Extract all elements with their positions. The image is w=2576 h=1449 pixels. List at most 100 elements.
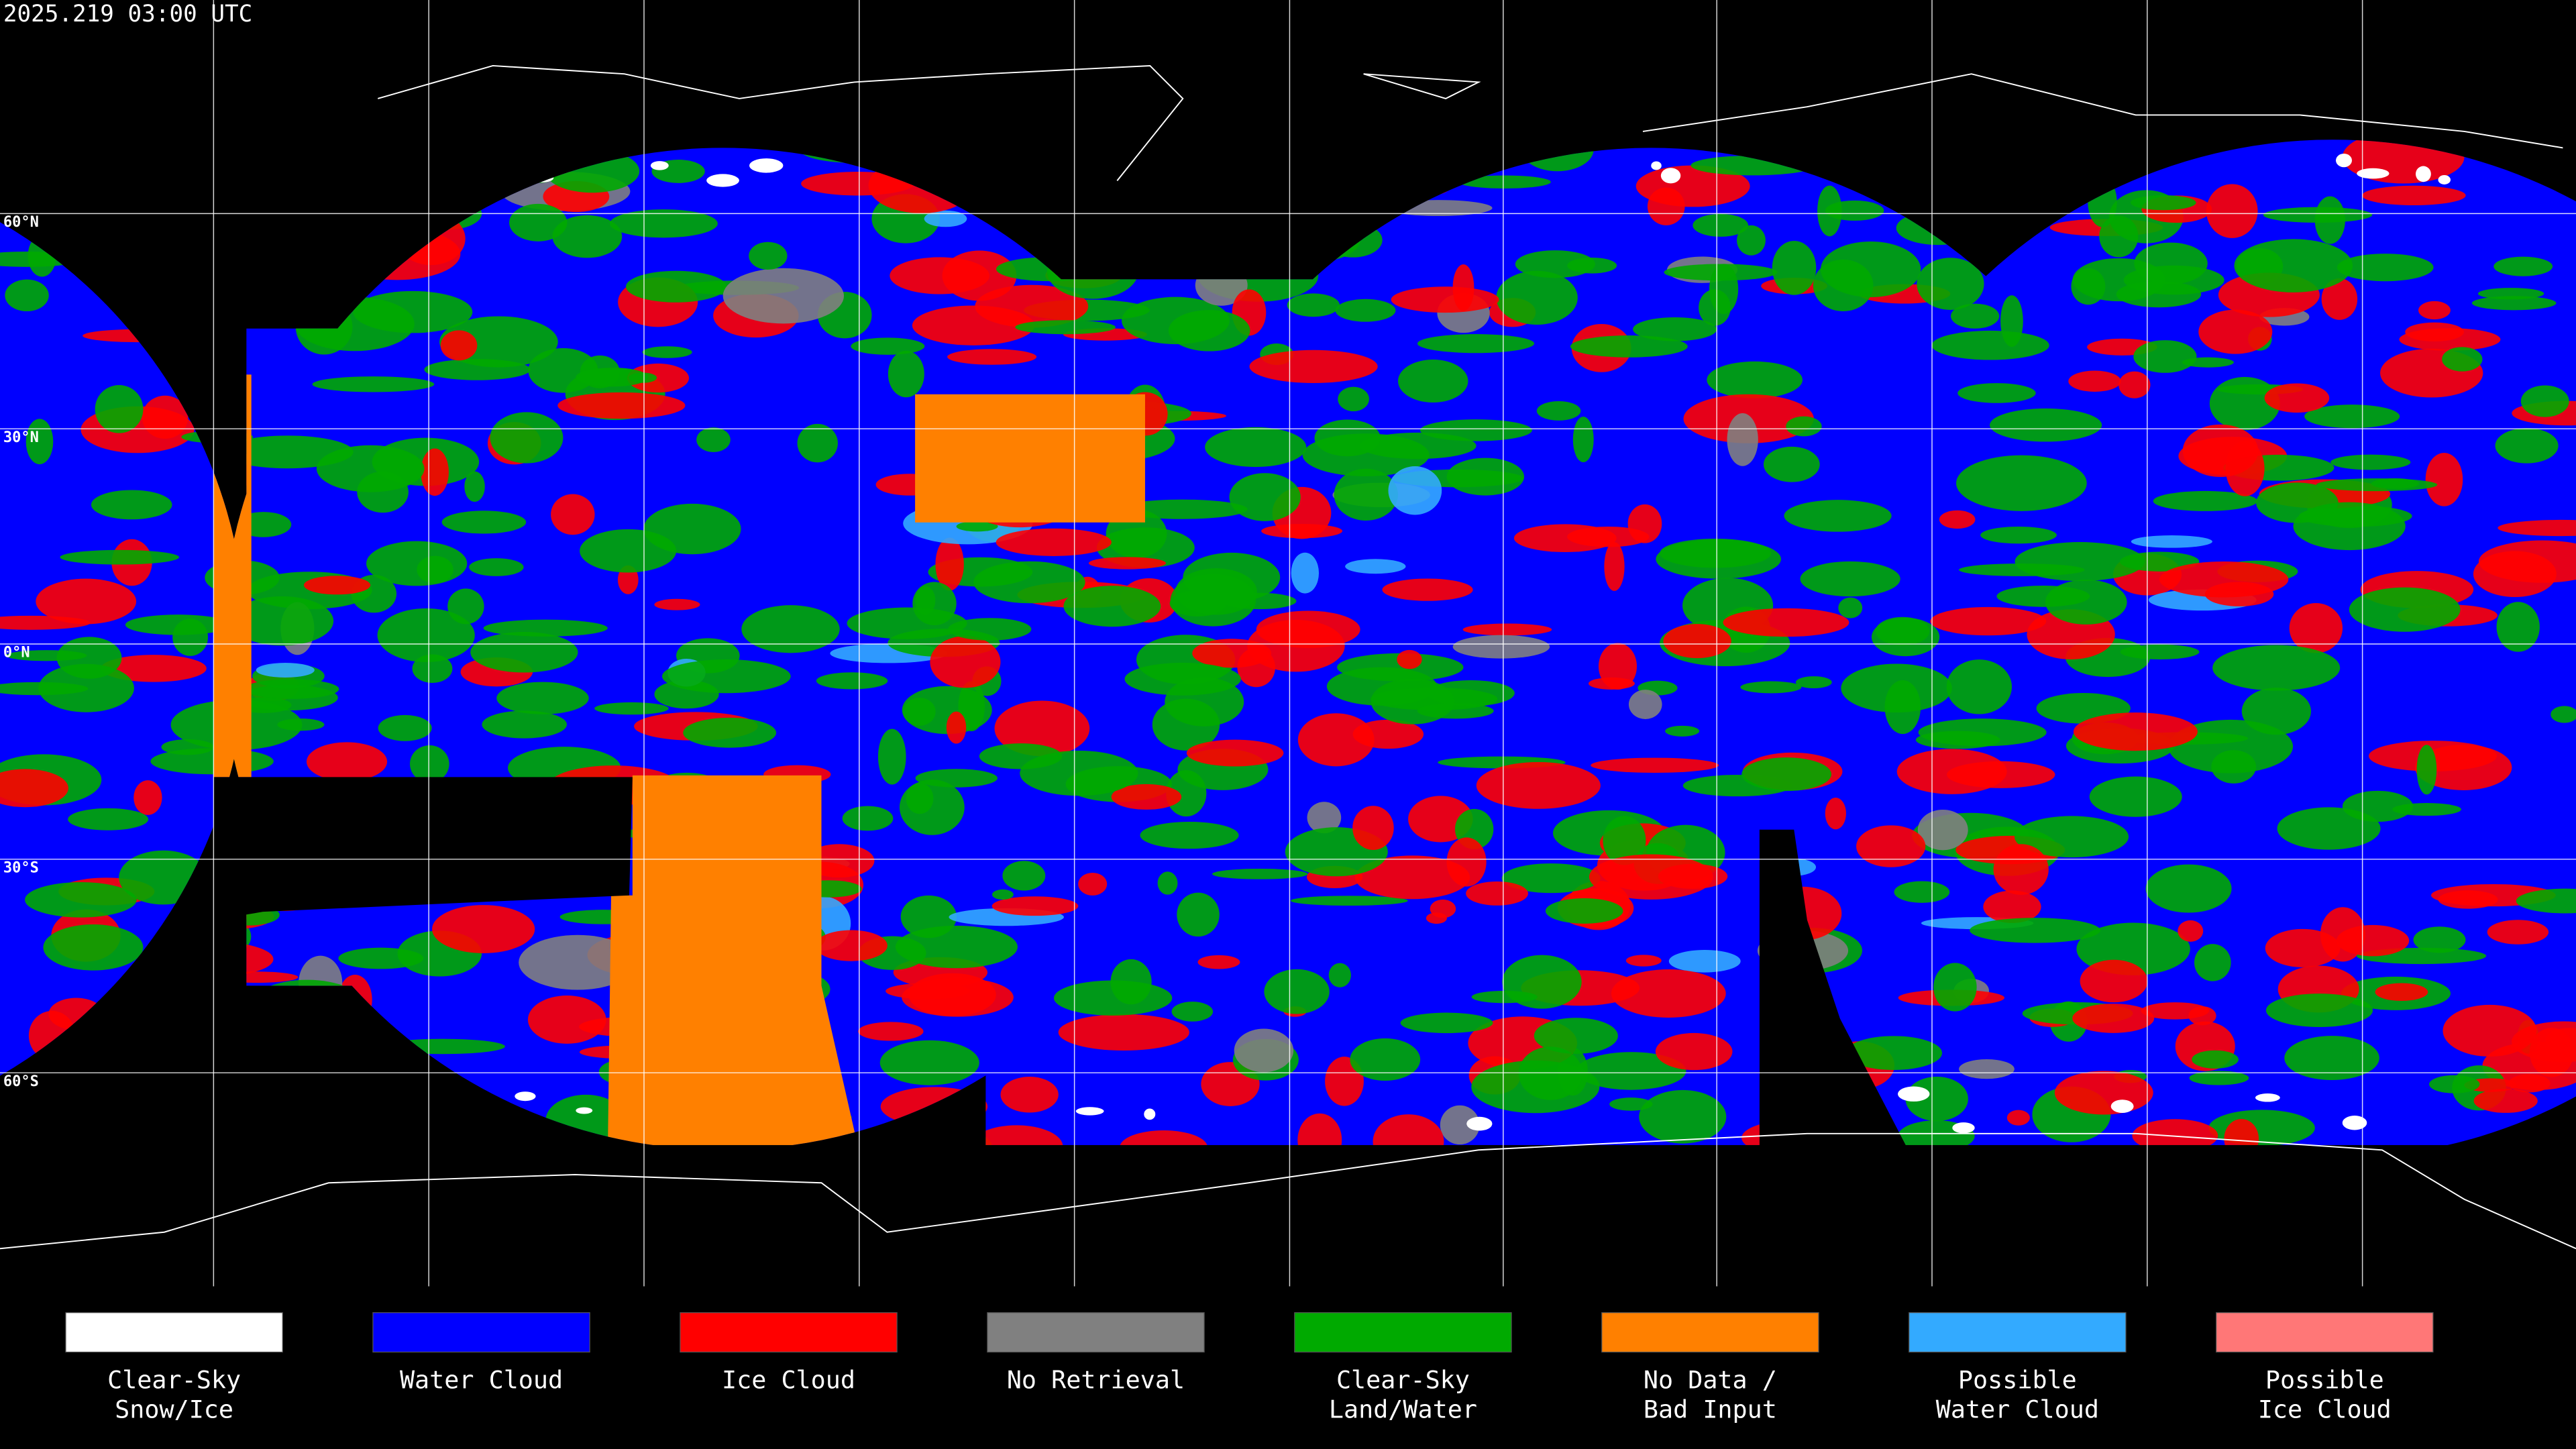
ice-cloud: [797, 423, 838, 463]
clear-sky-land: [60, 549, 179, 565]
ice-cloud: [1417, 703, 1494, 719]
ice-cloud: [482, 710, 567, 739]
no-data-region: [915, 394, 1145, 523]
legend-label: Bad Input: [1644, 1395, 1777, 1424]
ice-cloud: [973, 561, 1085, 604]
ice-cloud: [1397, 649, 1422, 669]
clear-sky-land: [580, 529, 677, 573]
clear-sky-land: [1736, 225, 1766, 256]
snow-ice: [650, 161, 669, 170]
clear-sky-land: [2256, 482, 2339, 523]
mask-patch: [2131, 535, 2212, 548]
ice-cloud: [1430, 900, 1456, 918]
ice-cloud: [858, 1022, 924, 1041]
clear-sky-land: [1518, 1046, 1582, 1100]
clear-sky-land: [1633, 317, 1717, 341]
ice-cloud: [930, 636, 1001, 688]
clear-sky-land: [1603, 816, 1646, 865]
legend-swatch: [372, 1312, 590, 1353]
ice-cloud: [2118, 371, 2151, 398]
clear-sky-land: [1335, 299, 1396, 322]
clear-sky-land: [1337, 653, 1464, 682]
ice-cloud: [1567, 526, 1650, 547]
clear-sky-land: [696, 427, 731, 452]
clear-sky-land: [509, 203, 568, 241]
ice-cloud: [1297, 713, 1375, 767]
clear-sky-land: [1786, 416, 1822, 437]
ice-cloud: [2264, 383, 2330, 413]
ice-cloud: [0, 615, 91, 630]
ice-cloud: [1536, 401, 1581, 421]
ice-cloud: [1946, 761, 2055, 788]
clear-sky-land: [847, 607, 967, 639]
clear-sky-land: [25, 419, 54, 465]
clear-sky-land: [1845, 1036, 1943, 1070]
legend-swatch: [680, 1312, 898, 1353]
clear-sky-land: [2551, 706, 2576, 723]
legend-swatch: [1601, 1312, 1819, 1353]
ice-cloud: [2418, 301, 2451, 320]
clear-sky-land: [2496, 602, 2540, 652]
ice-cloud: [551, 494, 595, 535]
ice-cloud: [1446, 837, 1487, 887]
clear-sky-land: [2120, 644, 2200, 659]
clear-sky-land: [1817, 185, 1842, 237]
ice-cloud: [1983, 890, 2041, 923]
latitude-label: 30°S: [3, 859, 39, 876]
ice-cloud: [306, 742, 388, 782]
ice-cloud: [1856, 825, 1926, 867]
clear-sky-land: [1918, 718, 2047, 747]
ice-cloud: [1249, 350, 1378, 383]
clear-sky-land: [95, 385, 144, 433]
ice-cloud: [994, 700, 1090, 757]
ice-cloud: [890, 257, 989, 294]
clear-sky-land: [172, 619, 209, 656]
snow-ice: [1952, 1122, 1975, 1134]
clear-sky-land: [496, 682, 589, 714]
ice-cloud: [1058, 1014, 1189, 1051]
timestamp: 2025.219 03:00 UTC: [3, 1, 252, 28]
clear-sky-land: [1157, 871, 1178, 895]
ice-cloud: [627, 363, 690, 393]
ice-cloud: [1476, 761, 1601, 809]
ice-cloud: [1588, 677, 1635, 690]
ice-cloud: [440, 330, 478, 361]
ice-cloud: [1990, 408, 2102, 442]
clear-sky-land: [1124, 662, 1241, 696]
mask-patch: [1959, 1059, 2015, 1079]
ice-cloud: [1111, 784, 1182, 810]
snow-ice: [2255, 1093, 2280, 1102]
legend-label: Water Cloud: [1936, 1395, 2099, 1424]
clear-sky-land: [2493, 256, 2553, 276]
clear-sky-land: [2429, 1075, 2480, 1093]
mask-patch: [256, 662, 315, 678]
missing-region: [1759, 829, 1906, 1145]
ice-cloud: [1604, 542, 1625, 591]
ice-cloud: [5, 650, 87, 661]
ice-cloud: [908, 973, 996, 1016]
clear-sky-land: [2442, 347, 2483, 372]
ice-cloud: [2471, 296, 2557, 311]
clear-sky-land: [1002, 861, 1046, 891]
ice-cloud: [2498, 519, 2576, 537]
cloud-mask-map: [0, 140, 2576, 1159]
ice-cloud: [2182, 424, 2259, 478]
clear-sky-land: [2234, 239, 2353, 292]
ice-cloud: [1382, 578, 1473, 601]
clear-sky-land: [2284, 1036, 2379, 1081]
ice-cloud: [683, 717, 777, 748]
clear-sky-land: [1015, 320, 1116, 335]
snow-ice: [2438, 175, 2451, 184]
ice-cloud: [424, 359, 531, 380]
ice-cloud: [1496, 270, 1578, 325]
ice-cloud: [2349, 587, 2461, 632]
clear-sky-land: [2133, 340, 2197, 373]
ice-cloud: [36, 578, 137, 625]
mask-patch: [1388, 466, 1442, 515]
latitude-label: 60°N: [3, 214, 39, 231]
clear-sky-land: [1502, 955, 1582, 1009]
clear-sky-land: [377, 608, 475, 663]
clear-sky-land: [1417, 334, 1535, 354]
legend-swatch: [65, 1312, 283, 1353]
